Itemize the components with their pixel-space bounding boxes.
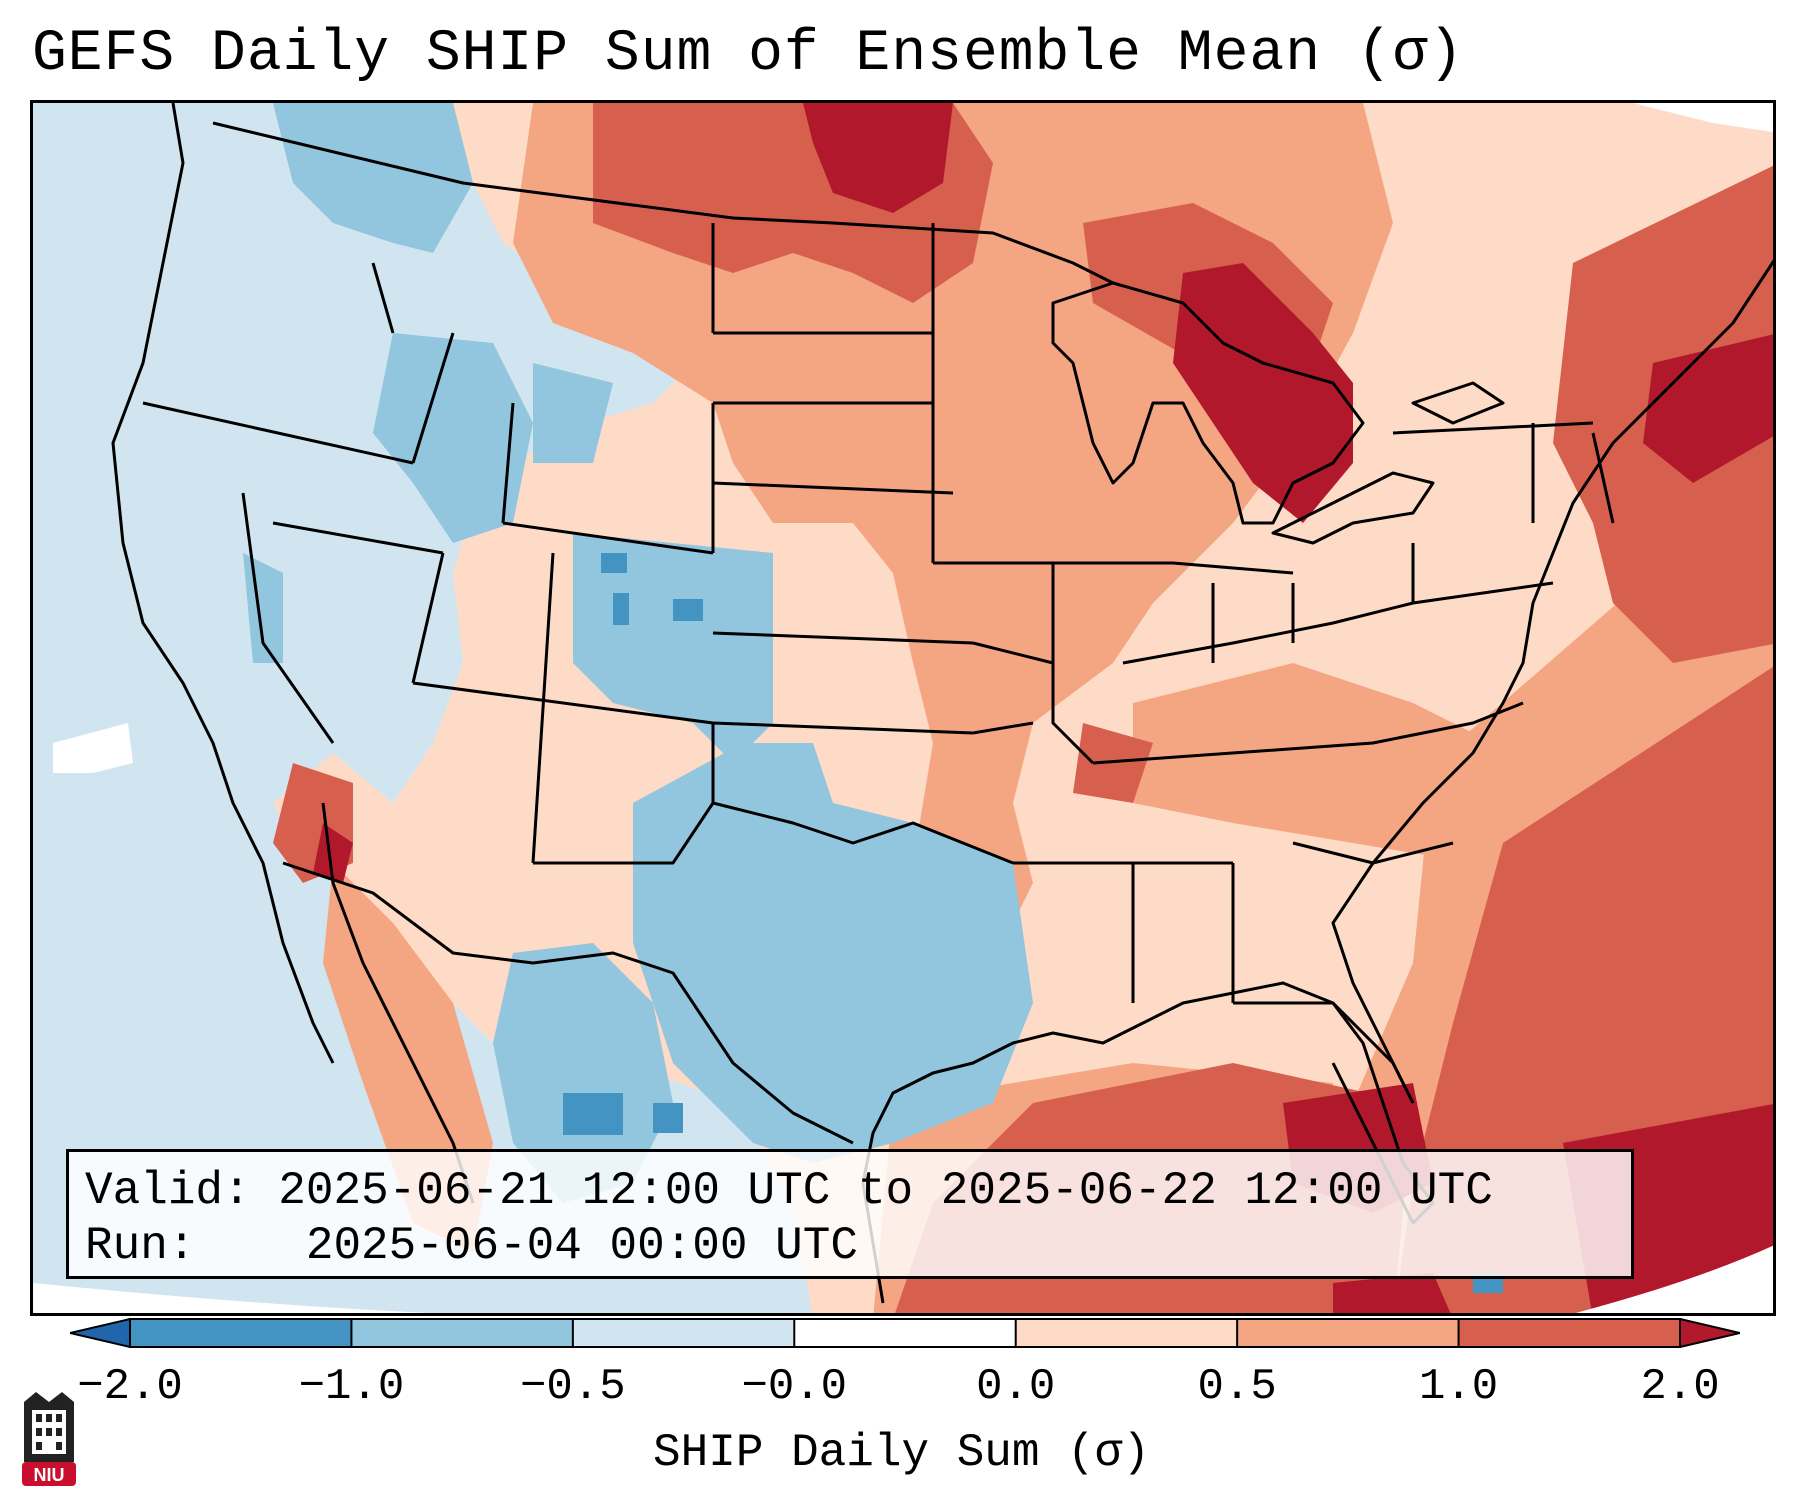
validity-info-box: Valid: 2025-06-21 12:00 UTC to 2025-06-2… bbox=[66, 1149, 1634, 1279]
colorbar-segment bbox=[572, 1319, 795, 1347]
no-data-top-right bbox=[1633, 103, 1773, 133]
no-data-patch bbox=[53, 723, 133, 773]
boundaries bbox=[111, 103, 1773, 1304]
niu-logo-icon: NIU bbox=[22, 1392, 76, 1486]
great-lakes bbox=[1051, 281, 1365, 525]
colorbar-segment bbox=[351, 1319, 574, 1347]
colorbar-label: SHIP Daily Sum (σ) bbox=[653, 1427, 1150, 1479]
colorbar-tick-label: −0.5 bbox=[520, 1362, 626, 1412]
no-data-corner-right bbox=[1575, 1245, 1773, 1313]
colorbar-segment bbox=[794, 1319, 1017, 1347]
east-coastline bbox=[1331, 259, 1773, 1104]
colorbar-tick-label: −2.0 bbox=[77, 1362, 183, 1412]
valid-label: Valid: bbox=[85, 1165, 251, 1217]
colorbar-segment bbox=[1015, 1319, 1238, 1347]
colorbar bbox=[70, 1318, 1740, 1348]
colorbar-tick-label: 2.0 bbox=[1640, 1362, 1720, 1412]
field-dark-blue bbox=[563, 553, 1503, 1293]
colorbar-extend-low bbox=[70, 1318, 131, 1348]
colorbar-tick-label: −1.0 bbox=[298, 1362, 405, 1412]
map-panel[interactable] bbox=[30, 100, 1776, 1316]
state-lines bbox=[142, 223, 1615, 1005]
colorbar-segment bbox=[1458, 1319, 1681, 1347]
run-value: 2025-06-04 00:00 UTC bbox=[305, 1220, 858, 1272]
map-title: GEFS Daily SHIP Sum of Ensemble Mean (σ) bbox=[32, 22, 1465, 87]
baja-coastline bbox=[321, 802, 475, 1204]
field-salmon bbox=[323, 103, 1773, 1313]
colorbar-segment bbox=[130, 1319, 352, 1347]
no-data-corner-left bbox=[33, 1283, 429, 1313]
us-mexico-border bbox=[282, 861, 854, 1145]
run-label: Run: bbox=[85, 1220, 196, 1272]
colorbar-tick-label: 1.0 bbox=[1418, 1362, 1499, 1412]
canada-border bbox=[212, 121, 1114, 285]
logo-text: NIU bbox=[34, 1465, 65, 1485]
west-coastline bbox=[111, 103, 335, 1064]
colorbar-tick-label: 0.5 bbox=[1197, 1362, 1277, 1412]
lake-erie-ontario bbox=[1271, 381, 1505, 545]
valid-value: 2025-06-21 12:00 UTC to 2025-06-22 12:00… bbox=[278, 1165, 1493, 1217]
colorbar-extend-high bbox=[1679, 1318, 1740, 1348]
colorbar-tick-label: 0.0 bbox=[976, 1362, 1056, 1412]
colorbar-tick-label: −0.0 bbox=[741, 1362, 848, 1412]
colorbar-segment bbox=[1237, 1319, 1460, 1347]
anomaly-map bbox=[33, 103, 1773, 1313]
